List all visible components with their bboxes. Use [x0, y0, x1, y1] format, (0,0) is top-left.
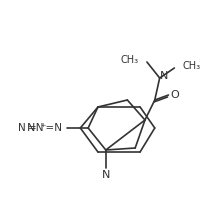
Text: CH₃: CH₃	[182, 61, 200, 71]
Text: CH₃: CH₃	[121, 55, 139, 65]
Text: ⁺=N: ⁺=N	[40, 123, 62, 133]
Text: N: N	[102, 170, 110, 180]
Text: N: N	[159, 71, 168, 81]
Text: O: O	[170, 90, 179, 100]
Text: N: N	[27, 123, 35, 133]
Text: N: N	[18, 123, 26, 133]
Text: =N: =N	[28, 123, 44, 133]
